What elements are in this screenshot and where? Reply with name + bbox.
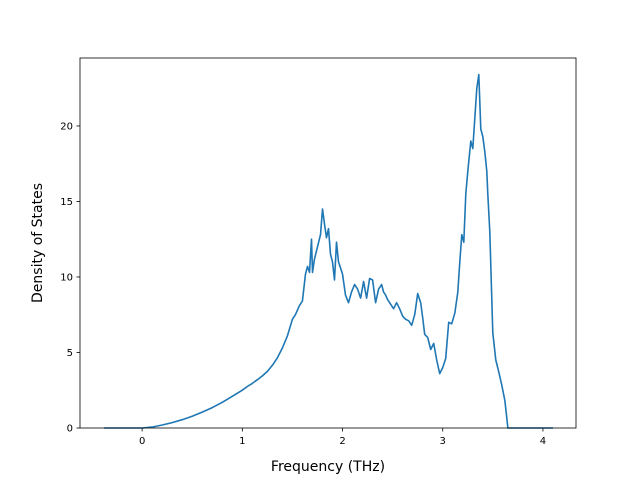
dos-series-line [104, 73, 553, 429]
x-axis-label: Frequency (THz) [271, 459, 385, 475]
x-tick-label: 2 [339, 436, 345, 447]
y-tick-label: 10 [60, 272, 73, 283]
x-tick-label: 0 [139, 436, 145, 447]
x-tick-label: 4 [540, 436, 546, 447]
y-tick-label: 5 [67, 348, 73, 359]
y-tick-label: 15 [60, 197, 73, 208]
x-tick-label: 3 [440, 436, 446, 447]
x-tick-label: 1 [239, 436, 245, 447]
y-tick-label: 0 [67, 424, 73, 435]
ticks: 0 1 2 3 4 0 5 10 15 20 [60, 121, 546, 447]
y-tick-label: 20 [60, 121, 73, 132]
plot-frame [79, 57, 577, 429]
plot-background [80, 58, 576, 428]
y-axis-label: Density of States [30, 183, 46, 303]
